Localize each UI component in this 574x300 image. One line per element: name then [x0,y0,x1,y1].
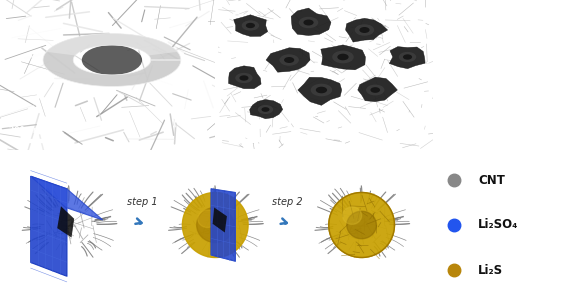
Polygon shape [234,15,267,36]
Polygon shape [198,210,217,227]
Polygon shape [212,208,227,233]
Ellipse shape [239,75,249,81]
Ellipse shape [258,105,273,114]
Ellipse shape [359,27,370,33]
Polygon shape [346,18,387,42]
Polygon shape [228,66,261,88]
Polygon shape [347,211,377,239]
Ellipse shape [235,73,253,83]
Polygon shape [329,193,394,257]
Polygon shape [31,176,67,276]
Ellipse shape [280,54,299,66]
Ellipse shape [403,54,412,60]
Text: Li₂S: Li₂S [478,263,503,277]
Text: 200 nm: 200 nm [9,126,40,135]
Polygon shape [321,45,366,70]
Ellipse shape [304,20,313,26]
Polygon shape [57,206,74,238]
Polygon shape [266,48,310,72]
Ellipse shape [311,84,332,96]
Polygon shape [197,208,234,242]
Ellipse shape [366,85,385,95]
Polygon shape [389,46,425,69]
Polygon shape [31,176,103,220]
Polygon shape [343,207,362,224]
Ellipse shape [316,87,327,93]
Text: step 2: step 2 [272,197,302,207]
Ellipse shape [284,57,294,63]
Ellipse shape [299,17,318,28]
Polygon shape [250,100,282,119]
Text: CNT: CNT [478,173,505,187]
Polygon shape [358,77,397,102]
Ellipse shape [242,20,259,31]
Text: Li₂SO₄: Li₂SO₄ [478,218,519,232]
Ellipse shape [370,87,380,93]
Ellipse shape [332,51,354,63]
Polygon shape [183,193,248,257]
Ellipse shape [82,45,142,75]
Polygon shape [291,8,331,35]
Text: step 1: step 1 [127,197,157,207]
Polygon shape [46,34,177,56]
Text: 1 μm: 1 μm [229,126,250,135]
Polygon shape [211,189,235,261]
Ellipse shape [261,107,270,112]
Polygon shape [43,34,181,86]
Ellipse shape [338,54,348,60]
Polygon shape [298,77,342,105]
Ellipse shape [246,23,255,28]
Ellipse shape [399,52,416,62]
Ellipse shape [355,24,374,36]
